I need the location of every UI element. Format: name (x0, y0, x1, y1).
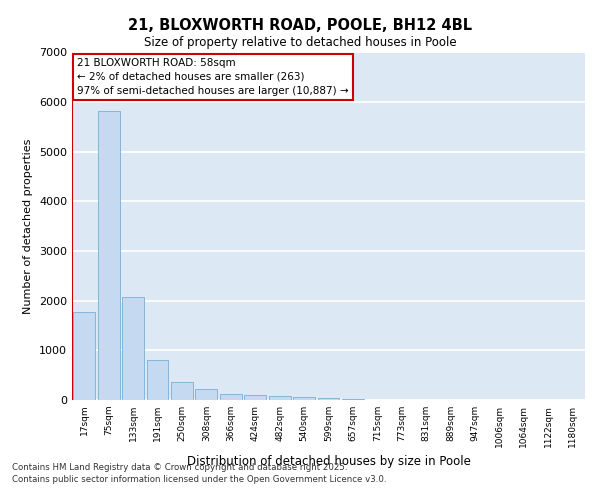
Bar (244, 395, 266, 400)
Bar (269, 396, 290, 400)
Y-axis label: Number of detached properties: Number of detached properties (23, 138, 34, 314)
Bar (293, 398, 315, 400)
Bar (317, 398, 340, 400)
Bar (146, 360, 169, 400)
Text: 21, BLOXWORTH ROAD, POOLE, BH12 4BL: 21, BLOXWORTH ROAD, POOLE, BH12 4BL (128, 18, 472, 32)
Bar (98, 111, 119, 400)
Bar (171, 382, 193, 400)
Text: Contains public sector information licensed under the Open Government Licence v3: Contains public sector information licen… (12, 475, 386, 484)
Bar (220, 394, 242, 400)
Text: Contains HM Land Registry data © Crown copyright and database right 2025.: Contains HM Land Registry data © Crown c… (12, 462, 347, 471)
Bar (196, 390, 217, 400)
Bar (73, 312, 95, 400)
Text: Size of property relative to detached houses in Poole: Size of property relative to detached ho… (143, 36, 457, 49)
Text: 21 BLOXWORTH ROAD: 58sqm
← 2% of detached houses are smaller (263)
97% of semi-d: 21 BLOXWORTH ROAD: 58sqm ← 2% of detache… (77, 58, 349, 96)
X-axis label: Distribution of detached houses by size in Poole: Distribution of detached houses by size … (187, 456, 470, 468)
Bar (122, 296, 144, 400)
